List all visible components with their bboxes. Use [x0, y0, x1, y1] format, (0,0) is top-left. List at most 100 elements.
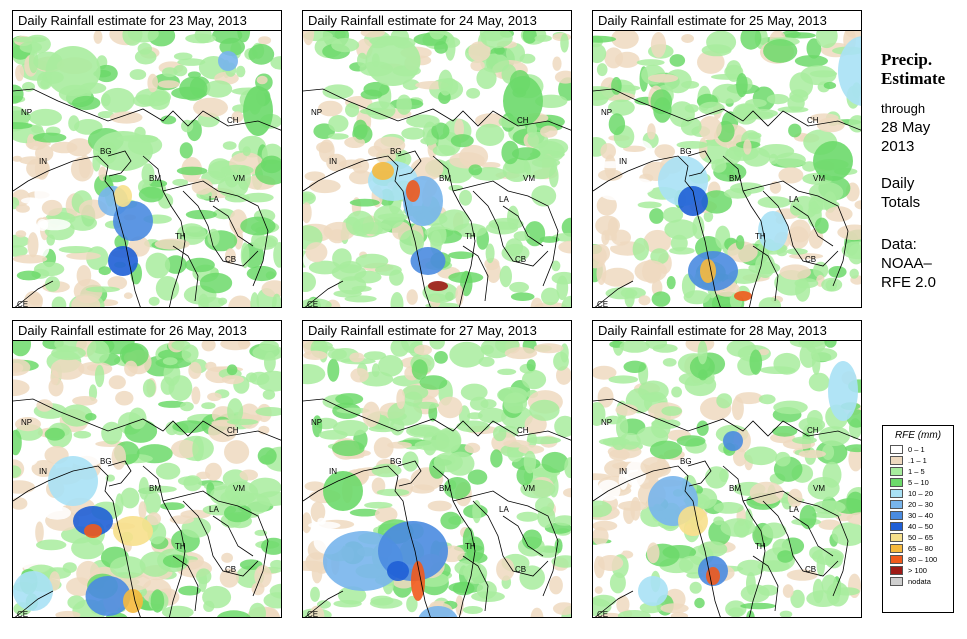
legend-swatch — [890, 500, 903, 509]
country-label-cb: CB — [805, 255, 817, 264]
country-label-la: LA — [499, 505, 509, 514]
country-label-ch: CH — [517, 116, 529, 125]
date-line-1: 28 May — [881, 119, 931, 136]
legend-swatch — [890, 555, 903, 564]
legend-label: 50 – 65 — [908, 533, 934, 542]
rfe-legend: RFE (mm) 0 – 1 .1 – 1 1 – 5 5 – 10 10 – 20 20… — [882, 425, 954, 613]
country-label-bg: BG — [390, 147, 402, 156]
legend-rows: 0 – 1 .1 – 1 1 – 5 5 – 10 10 – 20 20 – 30 30 –… — [883, 444, 953, 587]
country-label-vm: VM — [813, 484, 825, 493]
country-label-in: IN — [619, 467, 627, 476]
legend-item: .1 – 1 — [883, 455, 953, 466]
country-label-bg: BG — [390, 457, 402, 466]
country-label-th: TH — [465, 232, 476, 241]
legend-item: 5 – 10 — [883, 477, 953, 488]
country-borders — [303, 88, 571, 307]
country-label-ch: CH — [227, 426, 239, 435]
country-label-cb: CB — [225, 565, 237, 574]
country-borders — [13, 88, 281, 307]
legend-item: 1 – 5 — [883, 466, 953, 477]
country-borders — [13, 398, 281, 617]
rainfall-map-canvas — [13, 31, 281, 307]
country-label-ch: CH — [227, 116, 239, 125]
legend-swatch — [890, 533, 903, 542]
country-label-cb: CB — [805, 565, 817, 574]
country-label-in: IN — [329, 467, 337, 476]
heading-line-2: Estimate — [881, 69, 946, 88]
legend-label: 1 – 5 — [908, 467, 925, 476]
country-label-np: NP — [601, 418, 613, 427]
legend-label: 20 – 30 — [908, 500, 934, 509]
rainfall-map: NP CH IN BG BM VM LA TH CB CE — [592, 340, 862, 618]
country-label-np: NP — [601, 108, 613, 117]
country-label-ce: CE — [17, 610, 29, 618]
country-label-vm: VM — [233, 174, 245, 183]
legend-item: nodata — [883, 576, 953, 587]
country-label-in: IN — [39, 467, 47, 476]
rainfall-map-canvas — [13, 341, 281, 617]
rainfall-map-canvas — [593, 31, 861, 307]
panel-title: Daily Rainfall estimate for 23 May, 2013 — [12, 10, 282, 30]
panel-title: Daily Rainfall estimate for 26 May, 2013 — [12, 320, 282, 340]
country-label-in: IN — [619, 157, 627, 166]
country-label-th: TH — [175, 232, 186, 241]
legend-swatch — [890, 544, 903, 553]
country-label-cb: CB — [515, 255, 527, 264]
rainfall-panel: Daily Rainfall estimate for 23 May, 2013… — [12, 10, 282, 308]
country-borders — [303, 398, 571, 617]
rainfall-map-canvas — [303, 341, 571, 617]
country-label-ce: CE — [597, 610, 609, 618]
country-label-bm: BM — [729, 484, 741, 493]
legend-item: 10 – 20 — [883, 488, 953, 499]
country-label-bm: BM — [149, 484, 161, 493]
country-label-bg: BG — [100, 147, 112, 156]
country-label-bg: BG — [680, 457, 692, 466]
data-line-3: RFE 2.0 — [881, 274, 937, 291]
country-label-ch: CH — [807, 426, 819, 435]
legend-swatch — [890, 489, 903, 498]
legend-item: 0 – 1 — [883, 444, 953, 455]
rainfall-intense-cells — [658, 36, 861, 301]
rainfall-panel: Daily Rainfall estimate for 28 May, 2013… — [592, 320, 862, 618]
country-label-th: TH — [175, 542, 186, 551]
country-label-la: LA — [789, 195, 799, 204]
totals-line-1: Daily — [881, 175, 915, 192]
totals-line-2: Totals — [881, 194, 921, 211]
country-label-cb: CB — [225, 255, 237, 264]
country-label-in: IN — [39, 157, 47, 166]
legend-swatch — [890, 467, 903, 476]
legend-swatch — [890, 456, 903, 465]
country-label-np: NP — [311, 108, 323, 117]
country-label-th: TH — [755, 542, 766, 551]
legend-label: > 100 — [908, 566, 927, 575]
rainfall-intense-cells — [365, 36, 543, 291]
legend-label: 0 – 1 — [908, 445, 925, 454]
country-label-bg: BG — [100, 457, 112, 466]
legend-item: 80 – 100 — [883, 554, 953, 565]
rainfall-map-canvas — [303, 31, 571, 307]
country-label-cb: CB — [515, 565, 527, 574]
country-label-th: TH — [465, 542, 476, 551]
through-label: through — [881, 101, 926, 116]
rainfall-panel: Daily Rainfall estimate for 27 May, 2013… — [302, 320, 572, 618]
panel-title: Daily Rainfall estimate for 27 May, 2013 — [302, 320, 572, 340]
side-heading: Precip. Estimate — [881, 50, 945, 88]
country-label-ce: CE — [307, 610, 319, 618]
country-label-in: IN — [329, 157, 337, 166]
legend-swatch — [890, 478, 903, 487]
country-label-la: LA — [209, 195, 219, 204]
rainfall-map: NP CH IN BG BM VM LA TH CB CE — [12, 30, 282, 308]
legend-label: nodata — [908, 577, 931, 586]
country-label-la: LA — [499, 195, 509, 204]
country-label-la: LA — [789, 505, 799, 514]
legend-item: 30 – 40 — [883, 510, 953, 521]
country-label-bm: BM — [439, 484, 451, 493]
country-label-bm: BM — [439, 174, 451, 183]
legend-label: 65 – 80 — [908, 544, 934, 553]
legend-swatch — [890, 522, 903, 531]
country-label-vm: VM — [523, 484, 535, 493]
rainfall-map: NP CH IN BG BM VM LA TH CB CE — [302, 30, 572, 308]
rainfall-panel: Daily Rainfall estimate for 24 May, 2013… — [302, 10, 572, 308]
legend-title: RFE (mm) — [894, 430, 942, 441]
legend-label: 40 – 50 — [908, 522, 934, 531]
